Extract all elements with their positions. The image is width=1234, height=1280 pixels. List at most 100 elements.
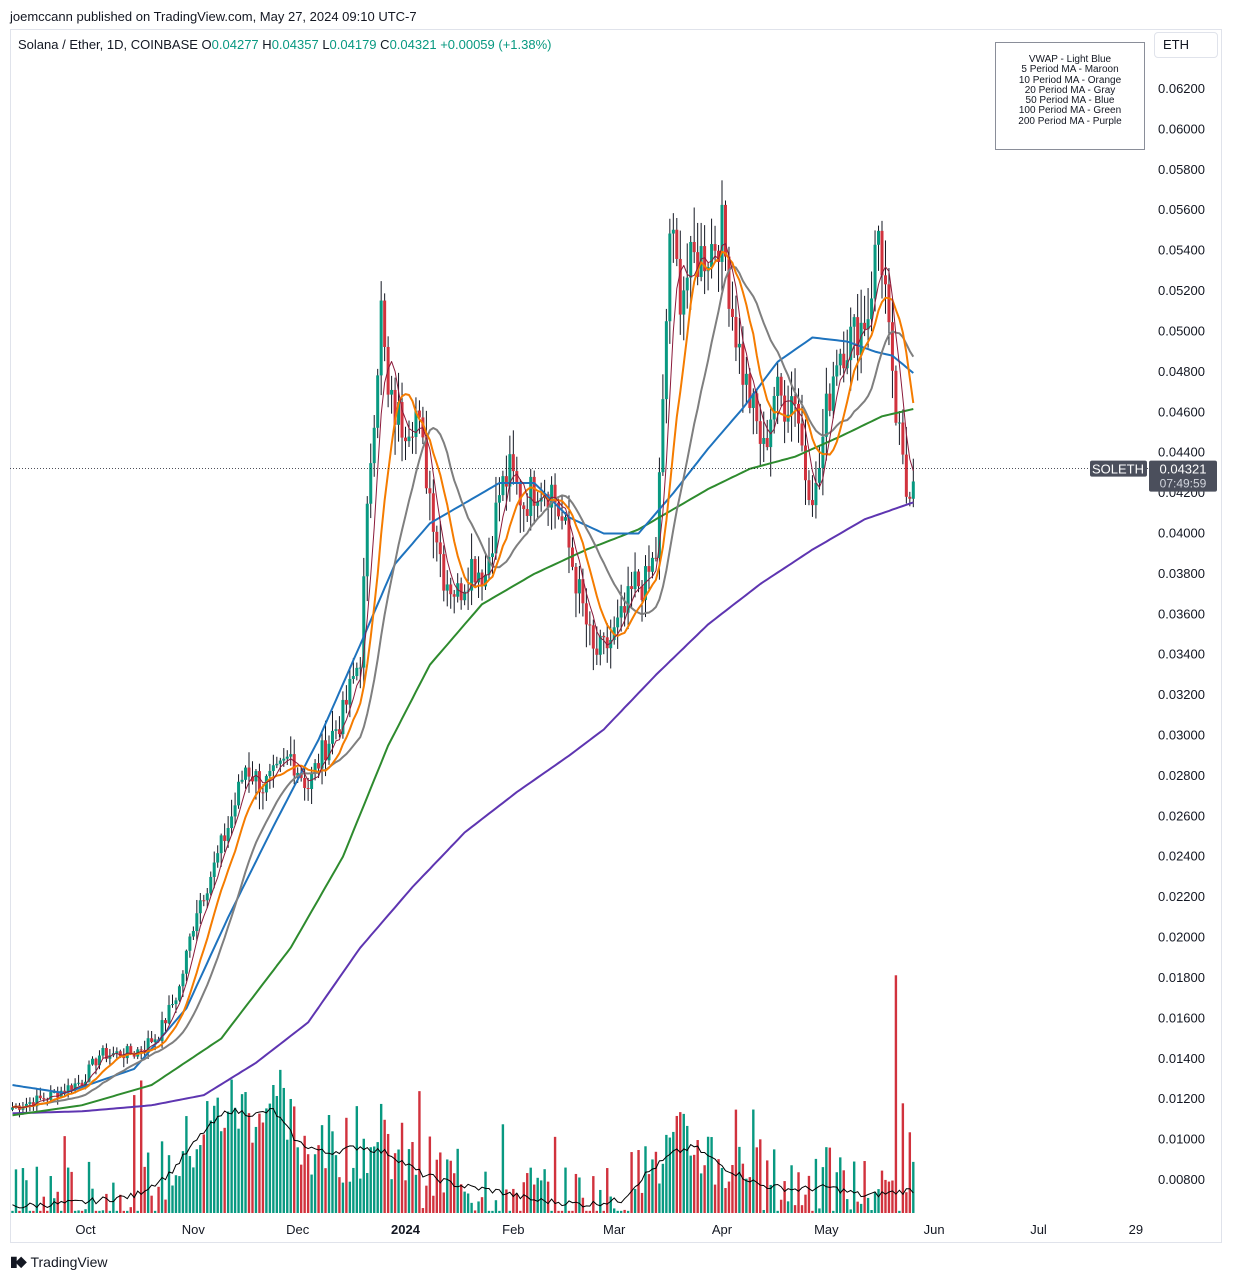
volume-bar xyxy=(706,1136,710,1213)
volume-bar xyxy=(167,1155,171,1213)
volume-bar xyxy=(682,1113,685,1213)
candle-body xyxy=(344,699,348,705)
volume-bar xyxy=(866,1197,870,1213)
volume-bar xyxy=(195,1149,199,1213)
volume-bar xyxy=(599,1189,602,1213)
y-tick-label: 0.04800 xyxy=(1158,364,1205,379)
candle-body xyxy=(883,275,887,285)
volume-bar xyxy=(522,1182,525,1213)
candle-body xyxy=(264,776,268,793)
volume-bar xyxy=(119,1194,122,1213)
volume-bar xyxy=(752,1109,755,1213)
candle-body xyxy=(567,517,571,548)
candle-body xyxy=(397,402,401,425)
candle-body xyxy=(859,322,863,356)
candle-body xyxy=(564,517,568,521)
candle-body xyxy=(595,648,599,655)
volume-bar xyxy=(633,1188,637,1213)
candle-body xyxy=(508,454,512,487)
candle-body xyxy=(369,463,373,504)
candle-body xyxy=(838,353,842,366)
volume-bar xyxy=(331,1131,334,1213)
candle-body xyxy=(490,553,494,558)
volume-bar xyxy=(213,1105,216,1213)
tradingview-logo[interactable]: ▮◆ TradingView xyxy=(10,1253,108,1270)
ma20-line xyxy=(12,265,915,1109)
volume-bar xyxy=(901,1103,905,1213)
volume-bar xyxy=(717,1159,720,1213)
volume-bar xyxy=(42,1196,46,1213)
volume-bar xyxy=(418,1091,421,1213)
x-tick-label: Oct xyxy=(75,1222,96,1237)
volume-bar xyxy=(251,1142,254,1213)
volume-bar xyxy=(602,1210,605,1213)
candle-body xyxy=(383,300,387,347)
candle-body xyxy=(654,557,658,559)
volume-bar xyxy=(772,1149,776,1213)
currency-selector[interactable]: ETH xyxy=(1154,32,1218,58)
time-axis: Oct Nov Dec 2024 Feb Mar Apr May Jun Jul 29 xyxy=(75,1222,1143,1237)
volume-bar xyxy=(526,1173,529,1213)
volume-bar xyxy=(254,1126,258,1213)
volume-bar xyxy=(606,1168,609,1213)
volume-bar xyxy=(303,1135,306,1213)
volume-bar xyxy=(692,1154,696,1213)
y-tick-label: 0.01600 xyxy=(1158,1010,1205,1025)
candle-body xyxy=(776,376,780,396)
candle-body xyxy=(511,454,515,472)
candle-body xyxy=(188,936,192,951)
candle-body xyxy=(720,204,724,262)
volume-bar xyxy=(206,1101,209,1213)
y-tick-label: 0.05800 xyxy=(1158,162,1205,177)
candle-body xyxy=(668,233,672,322)
volume-bar xyxy=(713,1184,717,1213)
candle-body xyxy=(84,1081,88,1086)
candle-body xyxy=(497,495,501,503)
volume-bar xyxy=(877,1189,880,1213)
volume-bar xyxy=(745,1178,748,1213)
volume-bar xyxy=(164,1199,167,1213)
y-tick-label: 0.04000 xyxy=(1158,525,1205,540)
candle-body xyxy=(296,772,300,776)
volume-bar xyxy=(818,1208,821,1213)
candle-body xyxy=(407,436,411,442)
candle-body xyxy=(358,667,362,669)
candle-body xyxy=(56,1091,60,1098)
volume-bar xyxy=(724,1188,727,1213)
candle-body xyxy=(814,482,818,506)
volume-bar xyxy=(240,1094,244,1213)
volume-bar xyxy=(233,1107,237,1213)
volume-bar xyxy=(25,1180,28,1213)
candle-body xyxy=(341,699,345,735)
candle-body xyxy=(66,1085,70,1093)
symbol-description[interactable]: Solana / Ether, 1D, COINBASE xyxy=(18,37,198,52)
volume-bar xyxy=(296,1147,299,1213)
volume-bar xyxy=(849,1209,852,1213)
candle-body xyxy=(807,480,811,500)
volume-bar xyxy=(811,1210,814,1213)
volume-bar xyxy=(821,1167,825,1213)
volume-bar xyxy=(404,1180,407,1213)
volume-bar xyxy=(578,1177,581,1213)
volume-bar xyxy=(553,1136,557,1213)
candle-body xyxy=(626,586,630,613)
volume-bar xyxy=(94,1210,98,1213)
candle-body xyxy=(473,558,477,583)
price-tag xyxy=(1149,460,1217,492)
moving-averages xyxy=(12,243,915,1117)
candle-body xyxy=(755,393,759,422)
candle-body xyxy=(911,481,915,499)
volume-bar xyxy=(143,1166,146,1213)
candle-body xyxy=(244,767,248,780)
volume-bar xyxy=(720,1167,724,1213)
y-tick-label: 0.03800 xyxy=(1158,566,1205,581)
candle-body xyxy=(598,635,602,655)
x-tick-label: Apr xyxy=(712,1222,733,1237)
volume-bar xyxy=(327,1115,331,1213)
volume-bar xyxy=(762,1209,765,1213)
volume-bar xyxy=(373,1146,376,1213)
candle-body xyxy=(278,760,282,764)
candle-body xyxy=(268,770,272,777)
candle-body xyxy=(160,1020,164,1041)
